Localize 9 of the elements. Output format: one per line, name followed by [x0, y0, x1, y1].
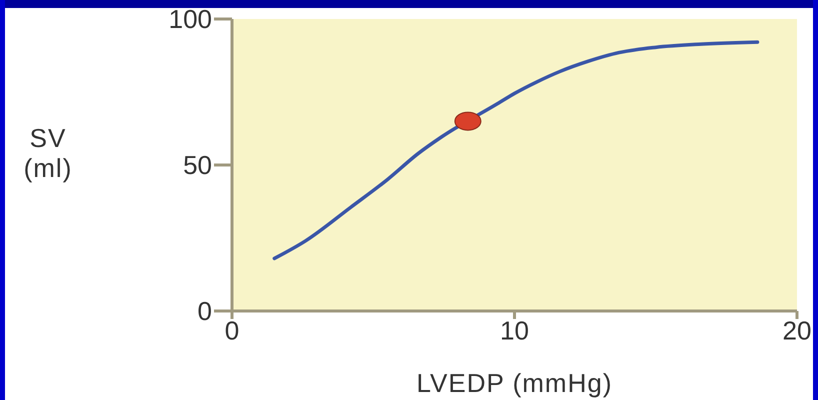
y-tick-label: 100: [168, 4, 212, 34]
line-series: [272, 40, 760, 260]
y-tick-label: 50: [183, 150, 212, 180]
x-axis-title: LVEDP (mmHg): [416, 368, 612, 398]
y-axis-title: SV (ml): [24, 123, 72, 183]
y-tick-label: 0: [198, 296, 212, 326]
x-tick-label: 0: [224, 315, 240, 346]
x-tick-label: 20: [782, 315, 812, 346]
x-tick-label: 10: [500, 315, 529, 346]
